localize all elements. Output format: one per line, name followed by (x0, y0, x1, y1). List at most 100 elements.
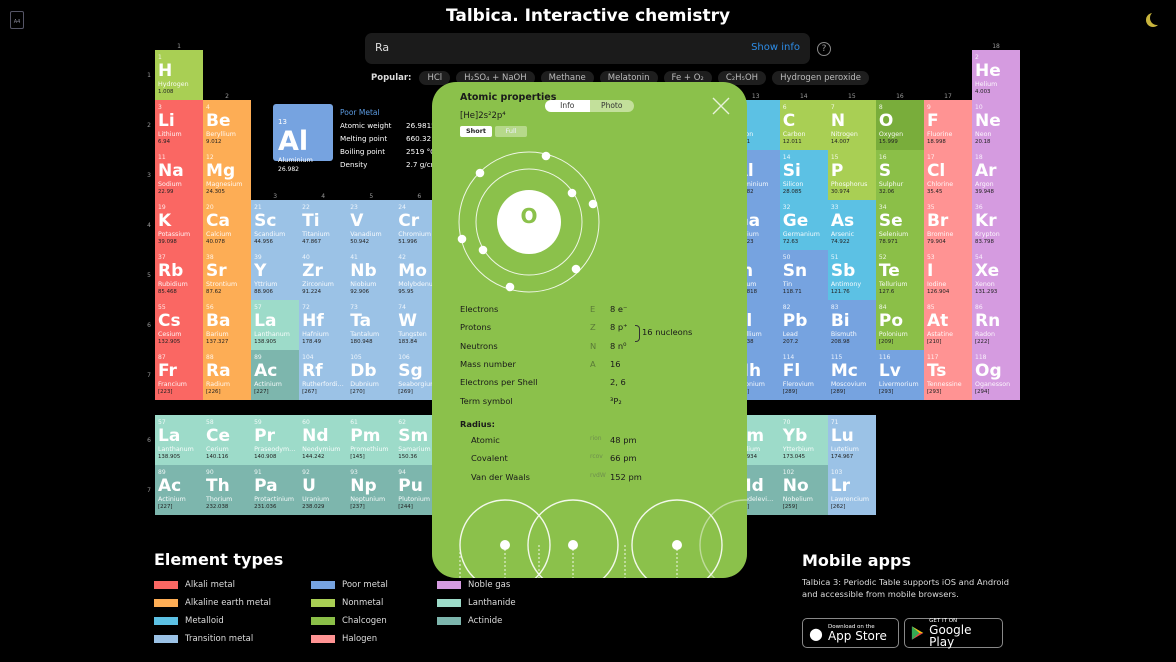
element-cell-fr[interactable]: 87 Fr Francium [223] (155, 350, 204, 400)
close-icon[interactable] (712, 97, 730, 115)
element-cell-te[interactable]: 52 Te Tellurium 127.6 (875, 250, 924, 300)
tab-info[interactable]: Info (545, 100, 590, 112)
element-cell-hf[interactable]: 72 Hf Hafnium 178.49 (299, 300, 348, 350)
element-cell-mc[interactable]: 115 Mc Moscovium [289] (827, 350, 876, 400)
element-cell-th[interactable]: 90 Th Thorium 232.038 (203, 465, 252, 515)
show-info-link[interactable]: Show info (751, 42, 800, 53)
element-cell-nb[interactable]: 41 Nb Niobium 92.906 (347, 250, 396, 300)
element-cell-xe[interactable]: 54 Xe Xenon 131.293 (972, 250, 1021, 300)
popular-chip[interactable]: H₂SO₄ + NaOH (456, 70, 535, 85)
element-cell-be[interactable]: 4 Be Beryllium 9.012 (203, 100, 252, 150)
element-cell-pa[interactable]: 91 Pa Protactinium 231.036 (251, 465, 300, 515)
element-name: Nobelium (782, 496, 813, 503)
search-bar[interactable]: Ra Show info (365, 33, 810, 64)
element-cell-ac[interactable]: 89 Ac Actinium [227] (155, 465, 204, 515)
element-cell-ti[interactable]: 22 Ti Titanium 47.867 (299, 200, 348, 250)
element-cell-pm[interactable]: 61 Pm Promethium [145] (347, 415, 396, 465)
element-cell-ge[interactable]: 32 Ge Germanium 72.63 (779, 200, 828, 250)
element-cell-i[interactable]: 53 I Iodine 126.904 (923, 250, 973, 300)
element-cell-na[interactable]: 11 Na Sodium 22.99 (155, 150, 204, 200)
element-cell-sc[interactable]: 21 Sc Scandium 44.956 (251, 200, 300, 250)
element-cell-rb[interactable]: 37 Rb Rubidium 85.468 (155, 250, 204, 300)
a4-document-icon[interactable]: A4 (10, 11, 24, 29)
short-button[interactable]: Short (460, 126, 492, 137)
element-cell-sn[interactable]: 50 Sn Tin 118.71 (779, 250, 828, 300)
element-cell-as[interactable]: 33 As Arsenic 74.922 (827, 200, 876, 250)
element-cell-h[interactable]: 1 H Hydrogen 1.008 (155, 50, 204, 100)
element-symbol: Ti (302, 211, 320, 231)
element-cell-k[interactable]: 19 K Potassium 39.098 (155, 200, 204, 250)
element-cell-ta[interactable]: 73 Ta Tantalum 180.948 (347, 300, 396, 350)
element-cell-fl[interactable]: 114 Fl Flerovium [289] (779, 350, 828, 400)
element-cell-se[interactable]: 34 Se Selenium 78.971 (875, 200, 924, 250)
tab-photo[interactable]: Photo (589, 100, 634, 112)
element-cell-pb[interactable]: 82 Pb Lead 207.2 (779, 300, 828, 350)
element-cell-la[interactable]: 57 La Lanthanum 138.905 (251, 300, 300, 350)
element-symbol: Pu (398, 476, 423, 496)
element-cell-kr[interactable]: 36 Kr Krypton 83.798 (972, 200, 1021, 250)
moon-icon[interactable] (1150, 11, 1164, 25)
element-cell-rf[interactable]: 104 Rf Rutherfordium [267] (299, 350, 348, 400)
element-cell-rn[interactable]: 86 Rn Radon [222] (972, 300, 1021, 350)
element-cell-lr[interactable]: 103 Lr Lawrencium [262] (827, 465, 876, 515)
element-cell-y[interactable]: 39 Y Yttrium 88.906 (251, 250, 300, 300)
element-cell-f[interactable]: 9 F Fluorine 18.998 (923, 100, 973, 150)
prop-label: Boiling point (340, 147, 386, 156)
element-cell-zr[interactable]: 40 Zr Zirconium 91.224 (299, 250, 348, 300)
popular-chip[interactable]: Fe + O₂ (663, 70, 712, 85)
element-cell-cl[interactable]: 17 Cl Chlorine 35.45 (923, 150, 973, 200)
full-button[interactable]: Full (495, 126, 527, 137)
group-label: 4 (321, 193, 326, 200)
element-cell-no[interactable]: 102 No Nobelium [259] (779, 465, 828, 515)
element-cell-nd[interactable]: 60 Nd Neodymium 144.242 (299, 415, 348, 465)
atomic-weight: 140.908 (254, 454, 277, 460)
element-cell-he[interactable]: 2 He Helium 4.003 (972, 50, 1021, 100)
element-cell-lv[interactable]: 116 Lv Livermorium [293] (875, 350, 924, 400)
element-cell-at[interactable]: 85 At Astatine [210] (923, 300, 973, 350)
element-cell-u[interactable]: 92 U Uranium 238.029 (299, 465, 348, 515)
element-cell-s[interactable]: 16 S Sulphur 32.06 (875, 150, 924, 200)
element-cell-pr[interactable]: 59PrPraseodymium140.908 (251, 415, 300, 465)
element-cell-ne[interactable]: 10 Ne Neon 20.18 (972, 100, 1021, 150)
element-symbol: Te (878, 261, 900, 281)
element-cell-db[interactable]: 105 Db Dubnium [270] (347, 350, 396, 400)
help-icon[interactable]: ? (817, 42, 831, 56)
element-cell-cs[interactable]: 55 Cs Cesium 132.905 (155, 300, 204, 350)
element-cell-v[interactable]: 23 V Vanadium 50.942 (347, 200, 396, 250)
google-play-button[interactable]: GET IT ON Google Play (904, 618, 1003, 648)
element-cell-ac[interactable]: 89 Ac Actinium [227] (251, 350, 300, 400)
element-cell-ts[interactable]: 117 Ts Tennessine [293] (923, 350, 973, 400)
element-cell-mg[interactable]: 12 Mg Magnesium 24.305 (203, 150, 252, 200)
element-cell-og[interactable]: 118 Og Oganesson [294] (972, 350, 1021, 400)
element-cell-ce[interactable]: 58 Ce Cerium 140.116 (203, 415, 252, 465)
element-cell-br[interactable]: 35 Br Bromine 79.904 (923, 200, 973, 250)
element-cell-n[interactable]: 7 N Nitrogen 14.007 (827, 100, 876, 150)
element-cell-c[interactable]: 6 C Carbon 12.011 (779, 100, 828, 150)
app-store-button[interactable]: ● Download on the App Store (802, 618, 899, 648)
element-cell-po[interactable]: 84 Po Polonium [209] (875, 300, 924, 350)
popular-chip[interactable]: Hydrogen peroxide (772, 70, 869, 85)
element-cell-np[interactable]: 93 Np Neptunium [237] (347, 465, 396, 515)
element-cell-ra[interactable]: 88 Ra Radium [226] (203, 350, 252, 400)
popular-chip[interactable]: Melatonin (599, 70, 658, 85)
popular-chip[interactable]: Methane (540, 70, 594, 85)
electron (475, 168, 485, 178)
element-cell-li[interactable]: 3 Li Lithium 6.94 (155, 100, 204, 150)
element-cell-la[interactable]: 57 La Lanthanum 138.905 (155, 415, 204, 465)
element-cell-bi[interactable]: 83 Bi Bismuth 208.98 (827, 300, 876, 350)
atomic-number: 18 (975, 154, 983, 161)
element-cell-sr[interactable]: 38 Sr Strontium 87.62 (203, 250, 252, 300)
element-cell-lu[interactable]: 71 Lu Lutetium 174.967 (827, 415, 876, 465)
element-cell-ca[interactable]: 20 Ca Calcium 40.078 (203, 200, 252, 250)
element-cell-si[interactable]: 14 Si Silicon 28.085 (779, 150, 828, 200)
element-cell-p[interactable]: 15 P Phosphorus 30.974 (827, 150, 876, 200)
element-cell-yb[interactable]: 70 Yb Ytterbium 173.045 (779, 415, 828, 465)
property-label: Covalent (471, 453, 508, 464)
search-input[interactable]: Ra (375, 41, 390, 54)
element-cell-ar[interactable]: 18 Ar Argon 39.948 (972, 150, 1021, 200)
element-cell-sb[interactable]: 51 Sb Antimony 121.76 (827, 250, 876, 300)
element-cell-o[interactable]: 8 O Oxygen 15.999 (875, 100, 924, 150)
popular-chip[interactable]: C₂H₅OH (717, 70, 767, 85)
element-cell-ba[interactable]: 56 Ba Barium 137.327 (203, 300, 252, 350)
popular-chip[interactable]: HCl (419, 70, 451, 85)
